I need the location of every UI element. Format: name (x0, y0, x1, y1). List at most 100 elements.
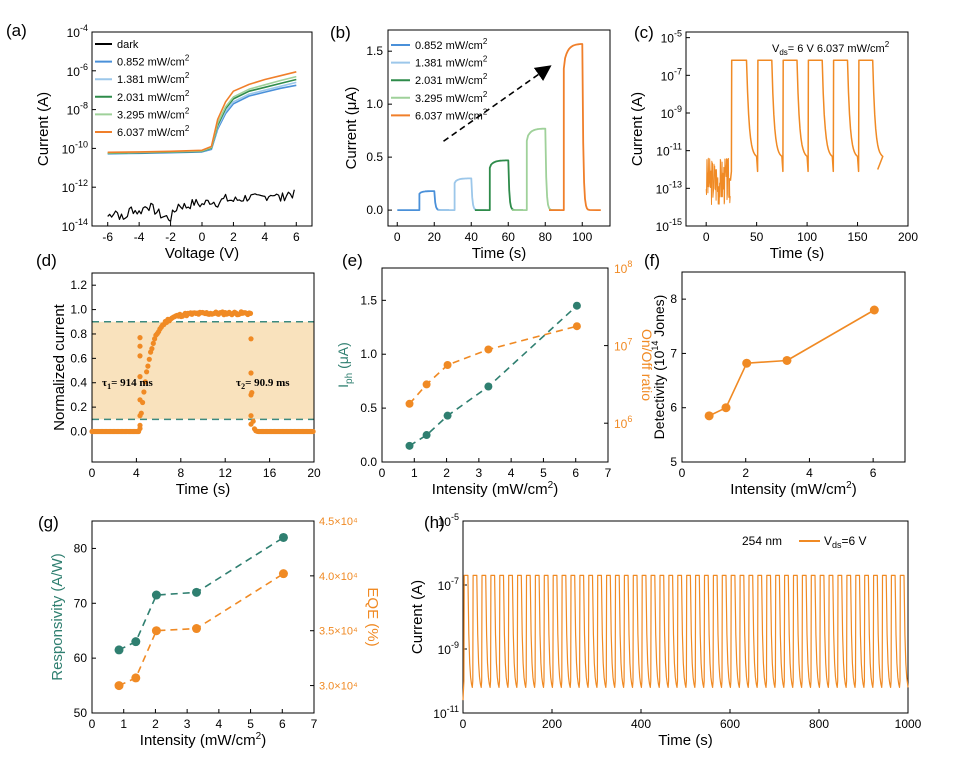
responsivity-line (118, 536, 284, 651)
panel-label: (b) (330, 23, 351, 42)
data-point (247, 310, 254, 316)
text-span: -7 (451, 576, 459, 586)
panel-label: (a) (6, 21, 27, 40)
x-tick-label: 4 (806, 466, 813, 480)
text-span: Detectivity (10 (651, 350, 667, 439)
text-span: 10 (661, 32, 675, 46)
detectivity-point (704, 411, 714, 421)
x-tick-label: 2 (443, 466, 450, 480)
x-tick-label: 6 (870, 466, 877, 480)
y2-tick-label: 3.0×10⁴ (319, 681, 358, 693)
pulse-series (397, 190, 450, 212)
x-tick-label: -6 (102, 230, 113, 244)
y-tick-label: 1.5 (360, 293, 377, 307)
tick-label: 10-14 (62, 217, 88, 234)
text-span: 2.031 mW/cm (415, 75, 483, 87)
x-tick-label: 6 (279, 717, 286, 731)
text-span: 2 (885, 40, 890, 49)
chart-h: (h)0 200 400 600 800 100010-1110-910-710-5Tim… (409, 512, 922, 749)
legend-label: 1.381 mW/cm2 (117, 71, 190, 86)
y-tick-label: 1.5 (366, 44, 383, 58)
x-tick-label: 4 (216, 717, 223, 731)
y2-tick-label: 107 (614, 337, 632, 354)
bias-annotation: Vds= 6 V 6.037 mW/cm2 (772, 40, 890, 57)
panel-label: (c) (634, 23, 654, 42)
y2-tick-label: 3.5×10⁴ (319, 626, 358, 638)
legend-label: 6.037 mW/cm2 (117, 124, 190, 139)
y-tick-label: 6 (670, 401, 677, 415)
tick-label: 10-8 (67, 101, 88, 118)
text-span: -4 (80, 23, 88, 33)
data-point (146, 356, 152, 362)
chart-b: (b) 0 20 40 60 80 100 0.0 0.5 1.0 1.5 Time (s) Curre… (330, 23, 611, 262)
text-span: 10 (62, 220, 76, 234)
text-span: 10 (661, 107, 675, 121)
y-axis-label: Current (A) (35, 92, 52, 166)
text-span: 10 (614, 262, 628, 276)
y2-tick-label: 4.0×10⁴ (319, 571, 358, 583)
x-tick-label: 0 (679, 466, 686, 480)
text-span: Jones) (651, 295, 667, 341)
cycling-series (462, 574, 909, 701)
text-span: ds (832, 540, 842, 550)
tick-label: 10-9 (438, 640, 459, 657)
text-span: 2 (185, 89, 190, 98)
x-tick-label: 7 (605, 466, 612, 480)
panel-label: (d) (36, 251, 57, 270)
data-point (142, 379, 148, 385)
text-span: 14 (650, 341, 660, 351)
text-span: Intensity (mW/cm (730, 481, 846, 498)
plot-frame (462, 520, 909, 714)
text-span: 10 (656, 182, 670, 196)
series-line (107, 189, 295, 222)
y-tick-label: 0.2 (70, 400, 87, 414)
text-span: 6.037 mW/cm (117, 127, 185, 139)
legend-label: 2.031 mW/cm2 (415, 72, 488, 87)
text-span: 0.852 mW/cm (415, 40, 483, 52)
y-tick-label: 70 (74, 596, 88, 610)
x-tick-label: 20 (307, 466, 321, 480)
x-tick-label: 0 (199, 230, 206, 244)
x-tick-label: 60 (502, 230, 516, 244)
data-point (145, 363, 151, 369)
data-point (137, 353, 143, 359)
text-span: -9 (674, 104, 682, 114)
chart-g: (g) 0 1 2 3 4 5 6 7 50 60 70 80 3.0×10⁴ 3.5×10⁴ 4.0×10⁴… (38, 513, 381, 749)
text-span: 2.031 mW/cm (117, 92, 185, 104)
text-span: 10 (62, 142, 76, 156)
text-span: 2 (483, 90, 488, 99)
iph-line (409, 305, 578, 447)
x-tick-label: 6 (572, 466, 579, 480)
y-tick-label: 80 (74, 541, 88, 555)
detectivity-point (782, 355, 792, 365)
y-tick-label: 60 (74, 651, 88, 665)
text-span: -6 (80, 62, 88, 72)
tick-label: 10-10 (62, 139, 88, 156)
responsivity-point (191, 587, 201, 597)
y-tick-label: 1.0 (366, 97, 383, 111)
text-span: τ (236, 377, 241, 389)
text-span: 10 (614, 340, 628, 354)
eqe-point (151, 626, 161, 636)
x-axis-label: Intensity (mW/cm2) (432, 480, 558, 498)
x-tick-label: 0 (703, 230, 710, 244)
text-span: τ (102, 377, 107, 389)
panel-label: (h) (424, 513, 445, 532)
legend-label: 0.852 mW/cm2 (117, 54, 190, 69)
text-span: ) (261, 732, 266, 749)
detectivity-point (721, 403, 731, 413)
plot-frame (91, 272, 315, 463)
tick-label: 10-6 (67, 62, 88, 79)
tick-label: 10-13 (656, 179, 682, 196)
chart-c: (c)0 50 100 150 20010-1510-1310-1110-910-710… (629, 23, 918, 262)
x-axis-label: Time (s) (472, 245, 526, 262)
y-axis-label: Iph (μA) (335, 342, 355, 388)
text-span: 1.381 mW/cm (415, 58, 483, 70)
text-span: -14 (75, 217, 88, 227)
text-span: 10 (433, 707, 447, 721)
data-point (310, 428, 316, 435)
x-tick-label: 200 (542, 717, 562, 731)
text-span: dark (117, 39, 139, 51)
